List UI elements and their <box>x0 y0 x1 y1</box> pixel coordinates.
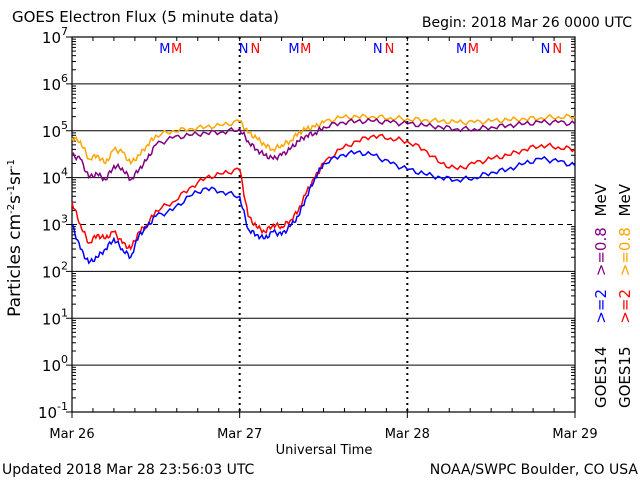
legend-goes14-unit: MeV <box>592 183 610 216</box>
horizontal-grid <box>72 83 575 366</box>
x-tick-label: Mar 29 <box>552 427 597 442</box>
marker-m: M <box>456 42 467 57</box>
y-tick-label: 103 <box>42 213 68 235</box>
series-goes15-0-8-mev <box>71 113 576 166</box>
y-tick-label: 101 <box>42 306 68 328</box>
begin-date: Begin: 2018 Mar 26 0000 UTC <box>422 15 632 31</box>
y-tick-label: 100 <box>42 353 68 375</box>
legend-goes15-unit: MeV <box>616 183 634 216</box>
legend-goes15-sat: GOES15 <box>616 346 634 408</box>
marker-n: N <box>251 42 261 57</box>
chart-title: GOES Electron Flux (5 minute data) <box>12 8 279 26</box>
day-separators <box>238 37 409 412</box>
x-tick-label: Mar 26 <box>49 427 94 442</box>
legend-goes15-2: >=2 <box>616 289 634 324</box>
marker-n: N <box>541 42 551 57</box>
credit: NOAA/SWPC Boulder, CO USA <box>430 462 639 478</box>
marker-m: M <box>171 42 182 57</box>
x-axis-ticks: Mar 26 Mar 27 Mar 28 Mar 29 <box>49 37 598 442</box>
legend-goes15: GOES15 >=2 >=0.8 MeV <box>616 183 634 408</box>
event-markers: M M M M M MN N N N N N <box>159 42 562 57</box>
legend-goes14: GOES14 >=2 >=0.8 MeV <box>592 183 610 408</box>
series-lines <box>71 113 576 265</box>
marker-n: N <box>552 42 562 57</box>
series-goes14-2-mev <box>71 149 576 265</box>
legend-goes15-08: >=0.8 <box>616 227 634 276</box>
x-axis-label: Universal Time <box>276 443 373 458</box>
y-axis-label: Particles cm-2s-1sr-1 <box>5 159 25 317</box>
marker-m: M <box>468 42 479 57</box>
y-axis-ticks: 107 106 105 104 103 102 101 100 10-1 <box>38 25 575 422</box>
x-tick-label: Mar 28 <box>385 427 430 442</box>
marker-n: N <box>373 42 383 57</box>
marker-n: N <box>385 42 395 57</box>
marker-m: M <box>288 42 299 57</box>
series-goes15-2-mev <box>71 133 576 251</box>
legend-goes14-sat: GOES14 <box>592 346 610 408</box>
y-tick-label: 10-1 <box>38 400 68 422</box>
series-goes14-0-8-mev <box>71 117 576 182</box>
y-tick-label: 102 <box>42 259 68 281</box>
legend-goes14-08: >=0.8 <box>592 227 610 276</box>
updated-timestamp: Updated 2018 Mar 28 23:56:03 UTC <box>2 462 255 478</box>
y-tick-label: 107 <box>42 25 68 47</box>
marker-m: M <box>159 42 170 57</box>
legend-goes14-2: >=2 <box>592 289 610 324</box>
x-tick-label: Mar 27 <box>217 427 262 442</box>
marker-n: N <box>239 42 249 57</box>
legend: GOES14 >=2 >=0.8 MeV GOES15 >=2 >=0.8 Me… <box>592 183 634 408</box>
y-tick-label: 105 <box>42 119 68 141</box>
marker-m: M <box>300 42 311 57</box>
y-tick-label: 104 <box>42 166 68 188</box>
y-tick-label: 106 <box>42 72 68 94</box>
